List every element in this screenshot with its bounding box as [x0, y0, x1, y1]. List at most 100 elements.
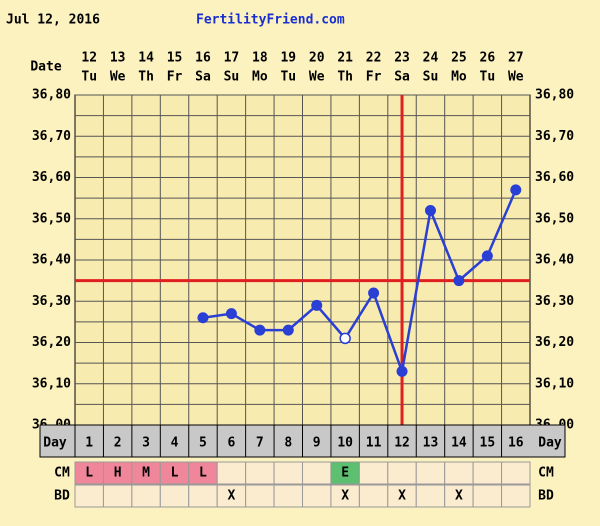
day-label: 9 — [313, 436, 321, 451]
y-tick-label: 36,20 — [535, 335, 574, 350]
day-label: 8 — [284, 436, 292, 451]
weekday-label: Tu — [280, 70, 296, 85]
weekday-label: We — [110, 70, 126, 85]
bd-cell — [131, 484, 161, 508]
temperature-point — [453, 275, 465, 287]
y-tick-label: 36,80 — [32, 88, 71, 103]
cm-value: L — [85, 466, 93, 481]
weekday-label: Su — [423, 70, 439, 85]
cm-cell — [387, 461, 417, 485]
bd-cell — [358, 484, 389, 508]
bd-label: BD — [538, 489, 554, 504]
cm-label: CM — [538, 466, 554, 481]
cm-cell — [273, 461, 303, 485]
weekday-label: Sa — [394, 70, 410, 85]
bd-cell — [188, 484, 218, 508]
x-tick-label: 26 — [480, 51, 496, 66]
day-label: 5 — [199, 436, 207, 451]
weekday-label: Mo — [252, 70, 268, 85]
day-label: 2 — [114, 436, 122, 451]
bd-value: X — [341, 489, 349, 504]
weekday-label: Fr — [167, 70, 183, 85]
day-label: 10 — [337, 436, 353, 451]
y-tick-label: 36,40 — [535, 253, 574, 268]
bd-cell — [74, 484, 104, 508]
x-tick-label: 18 — [252, 51, 268, 66]
cm-cell — [444, 461, 474, 485]
y-tick-label: 36,10 — [32, 376, 71, 391]
weekday-label: Tu — [480, 70, 496, 85]
cm-value: M — [142, 466, 150, 481]
temperature-point — [481, 250, 493, 262]
day-row-label: Day — [43, 436, 67, 451]
temperature-point — [510, 184, 522, 196]
y-tick-label: 36,50 — [32, 211, 71, 226]
x-tick-label: 12 — [81, 51, 97, 66]
weekday-label: Tu — [81, 70, 97, 85]
cm-value: H — [114, 466, 122, 481]
cm-cell — [302, 461, 332, 485]
x-tick-label: 25 — [451, 51, 467, 66]
bd-value: X — [455, 489, 463, 504]
cm-cell — [415, 461, 446, 485]
cm-value: L — [171, 466, 179, 481]
x-tick-label: 16 — [195, 51, 211, 66]
day-label: 7 — [256, 436, 264, 451]
temperature-point — [311, 299, 323, 311]
y-tick-label: 36,30 — [535, 294, 574, 309]
y-tick-label: 36,60 — [535, 170, 574, 185]
weekday-label: We — [309, 70, 325, 85]
y-tick-label: 36,70 — [535, 129, 574, 144]
weekday-label: We — [508, 70, 524, 85]
y-tick-label: 36,20 — [32, 335, 71, 350]
temperature-point — [254, 324, 266, 336]
day-label: 16 — [508, 436, 524, 451]
bd-cell — [501, 484, 531, 508]
cm-value: L — [199, 466, 207, 481]
x-tick-label: 23 — [394, 51, 410, 66]
x-tick-label: 19 — [280, 51, 296, 66]
temperature-point — [197, 312, 209, 324]
day-label: 4 — [171, 436, 179, 451]
cm-cell — [216, 461, 247, 485]
y-tick-label: 36,40 — [32, 253, 71, 268]
weekday-label: Sa — [195, 70, 211, 85]
x-tick-label: 24 — [423, 51, 439, 66]
y-tick-label: 36,50 — [535, 211, 574, 226]
y-tick-label: 36,30 — [32, 294, 71, 309]
day-label: 15 — [480, 436, 496, 451]
cm-value: E — [341, 466, 349, 481]
weekday-label: Th — [138, 70, 154, 85]
weekday-label: Fr — [366, 70, 382, 85]
bd-value: X — [227, 489, 235, 504]
temperature-point — [424, 205, 436, 216]
weekday-label: Su — [224, 70, 240, 85]
temperature-point — [396, 365, 408, 377]
temperature-point — [282, 324, 294, 336]
bd-cell — [102, 484, 133, 508]
cm-cell — [472, 461, 503, 485]
cm-cell — [245, 461, 275, 485]
day-label: 13 — [423, 436, 439, 451]
x-tick-label: 13 — [110, 51, 126, 66]
bd-cell — [472, 484, 503, 508]
temperature-point — [339, 332, 351, 345]
bd-cell — [302, 484, 332, 508]
day-label: 1 — [85, 436, 93, 451]
y-tick-label: 36,10 — [535, 376, 574, 391]
x-tick-label: 15 — [167, 51, 183, 66]
day-label: 14 — [451, 436, 467, 451]
bd-cell — [273, 484, 303, 508]
y-tick-label: 36,60 — [32, 170, 71, 185]
weekday-label: Mo — [451, 70, 467, 85]
cm-label: CM — [54, 466, 70, 481]
bd-label: BD — [54, 489, 70, 504]
day-label: 3 — [142, 436, 150, 451]
day-label: 11 — [366, 436, 382, 451]
day-label: 6 — [227, 436, 235, 451]
cm-cell — [358, 461, 389, 485]
bd-value: X — [398, 489, 406, 504]
bd-cell — [159, 484, 190, 508]
x-tick-label: 27 — [508, 51, 524, 66]
